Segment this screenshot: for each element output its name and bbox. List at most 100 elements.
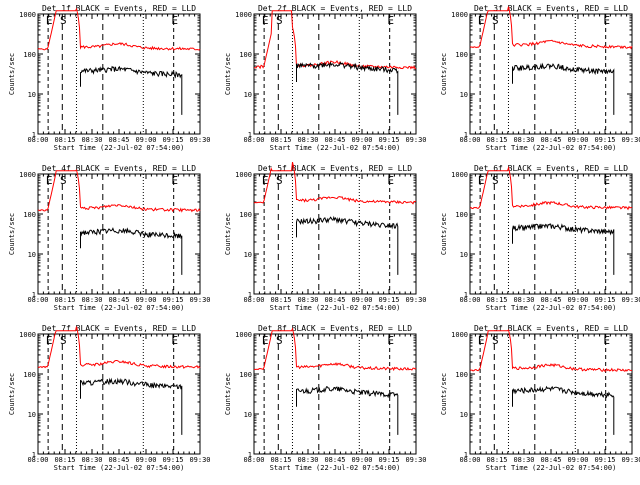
x-tick-label: 08:00 [27,296,48,304]
x-tick-label: 08:45 [108,456,129,464]
y-tick-label: 100 [239,371,252,379]
x-tick-label: 08:00 [459,456,480,464]
series-events-line [296,215,399,275]
panel-5: Det 5f BLACK = Events, RED = LLD 1 10 100 10… [224,161,427,312]
event-marker-e: E [478,14,485,27]
y-axis-label: Counts/sec [8,213,16,255]
x-tick-label: 08:30 [81,136,102,144]
y-tick-label: 1 [464,451,468,459]
series-lld-line [469,329,633,372]
event-marker-e: E [46,14,53,27]
y-tick-label: 10 [244,411,252,419]
x-tick-label: 08:45 [540,456,561,464]
x-tick-label: 08:15 [270,136,291,144]
x-axis-label: Start Time (22-Jul-02 07:54:00) [486,144,617,152]
y-tick-label: 1 [464,291,468,299]
x-tick-label: 09:30 [189,296,210,304]
x-tick-label: 09:00 [351,136,372,144]
event-marker-e: E [603,334,610,347]
series-events-line [512,385,615,435]
series-lld-line [469,165,633,211]
x-tick-label: 09:30 [621,456,640,464]
x-tick-label: 08:15 [486,456,507,464]
event-marker-e: E [387,174,394,187]
y-tick-label: 100 [23,371,36,379]
x-tick-label: 08:15 [54,456,75,464]
x-tick-label: 09:00 [351,296,372,304]
x-tick-label: 08:45 [324,456,345,464]
x-tick-label: 09:00 [135,136,156,144]
y-tick-label: 1 [248,131,252,139]
x-tick-label: 08:30 [513,136,534,144]
y-tick-label: 10 [244,251,252,259]
x-tick-label: 08:15 [270,296,291,304]
event-marker-s: S [492,334,499,347]
event-marker-e: E [171,14,178,27]
y-tick-label: 100 [23,211,36,219]
event-marker-e: E [387,14,394,27]
y-axis-label: Counts/sec [8,53,16,95]
y-tick-label: 1000 [235,171,252,179]
event-marker-s: S [276,334,283,347]
x-tick-label: 08:45 [324,136,345,144]
x-tick-label: 09:15 [162,136,183,144]
event-marker-e: E [46,334,53,347]
x-tick-label: 08:30 [513,456,534,464]
x-tick-label: 08:00 [243,296,264,304]
x-tick-label: 09:30 [405,456,426,464]
x-tick-label: 09:15 [378,136,399,144]
x-tick-label: 08:00 [243,456,264,464]
x-tick-label: 09:30 [621,136,640,144]
x-tick-label: 08:30 [81,296,102,304]
panel-title: Det 8f BLACK = Events, RED = LLD [258,324,412,333]
y-tick-label: 1000 [19,331,36,339]
x-axis-label: Start Time (22-Jul-02 07:54:00) [54,144,185,152]
x-tick-label: 08:15 [54,296,75,304]
y-tick-label: 10 [244,91,252,99]
x-tick-label: 09:00 [135,456,156,464]
y-tick-label: 100 [239,211,252,219]
x-tick-label: 08:00 [459,136,480,144]
x-tick-label: 09:30 [189,136,210,144]
y-tick-label: 1000 [19,11,36,19]
event-marker-s: S [276,14,283,27]
x-tick-label: 09:15 [378,296,399,304]
y-tick-label: 1000 [451,331,468,339]
event-marker-e: E [46,174,53,187]
x-tick-label: 08:15 [54,136,75,144]
y-axis-label: Counts/sec [224,213,232,255]
x-tick-label: 08:00 [459,296,480,304]
series-events-line [296,61,399,115]
x-tick-label: 09:00 [567,296,588,304]
event-marker-e: E [387,334,394,347]
x-tick-label: 09:15 [594,456,615,464]
x-tick-label: 08:00 [243,136,264,144]
panel-title: Det 9f BLACK = Events, RED = LLD [474,324,628,333]
x-tick-label: 09:00 [567,456,588,464]
x-tick-label: 08:30 [513,296,534,304]
event-marker-s: S [276,174,283,187]
y-tick-label: 1000 [19,171,36,179]
y-tick-label: 100 [455,371,468,379]
series-lld-line [37,169,201,213]
y-axis-label: Counts/sec [440,213,448,255]
y-tick-label: 10 [28,91,36,99]
x-tick-label: 09:30 [405,136,426,144]
panel-7: Det 7f BLACK = Events, RED = LLD 1 10 100 10… [8,324,211,472]
panel-1: Det 1f BLACK = Events, RED = LLD 1 10 100 10… [8,4,211,152]
event-marker-e: E [171,174,178,187]
x-axis-label: Start Time (22-Jul-02 07:54:00) [486,464,617,472]
y-tick-label: 10 [28,251,36,259]
panel-title: Det 5f BLACK = Events, RED = LLD [258,164,412,173]
series-lld-line [37,7,201,51]
event-marker-s: S [60,174,67,187]
x-tick-label: 08:30 [297,296,318,304]
series-lld-line [253,327,417,372]
panel-6: Det 6f BLACK = Events, RED = LLD 1 10 100 10… [440,164,640,312]
panel-4: Det 4f BLACK = Events, RED = LLD 1 10 100 10… [8,164,211,312]
x-axis-label: Start Time (22-Jul-02 07:54:00) [54,304,185,312]
x-tick-label: 09:15 [162,296,183,304]
x-tick-label: 08:30 [81,456,102,464]
